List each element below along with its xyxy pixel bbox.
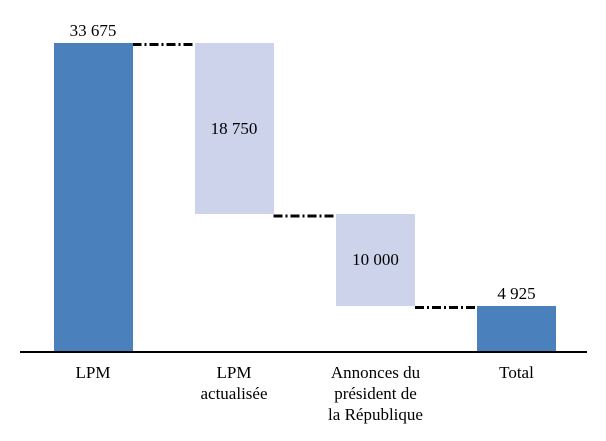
bar-lpm-actualisee xyxy=(194,43,274,215)
value-label-annonces-president: 10 000 xyxy=(352,250,399,270)
category-label-total: Total xyxy=(499,363,534,382)
value-label-lpm: 33 675 xyxy=(69,21,117,40)
value-label-total: 4 925 xyxy=(497,283,536,303)
category-label-annonces-president: Annonces du président de la République xyxy=(328,363,423,424)
bar-total xyxy=(477,305,556,351)
value-label-lpm-actualisee: 18 750 xyxy=(210,118,258,138)
bar-annonces-president xyxy=(336,214,415,306)
category-label-lpm-actualisee: LPM actualisée xyxy=(200,363,268,403)
x-axis-line xyxy=(20,351,587,353)
category-label-lpm: LPM xyxy=(75,363,111,382)
bar-lpm xyxy=(53,43,133,351)
